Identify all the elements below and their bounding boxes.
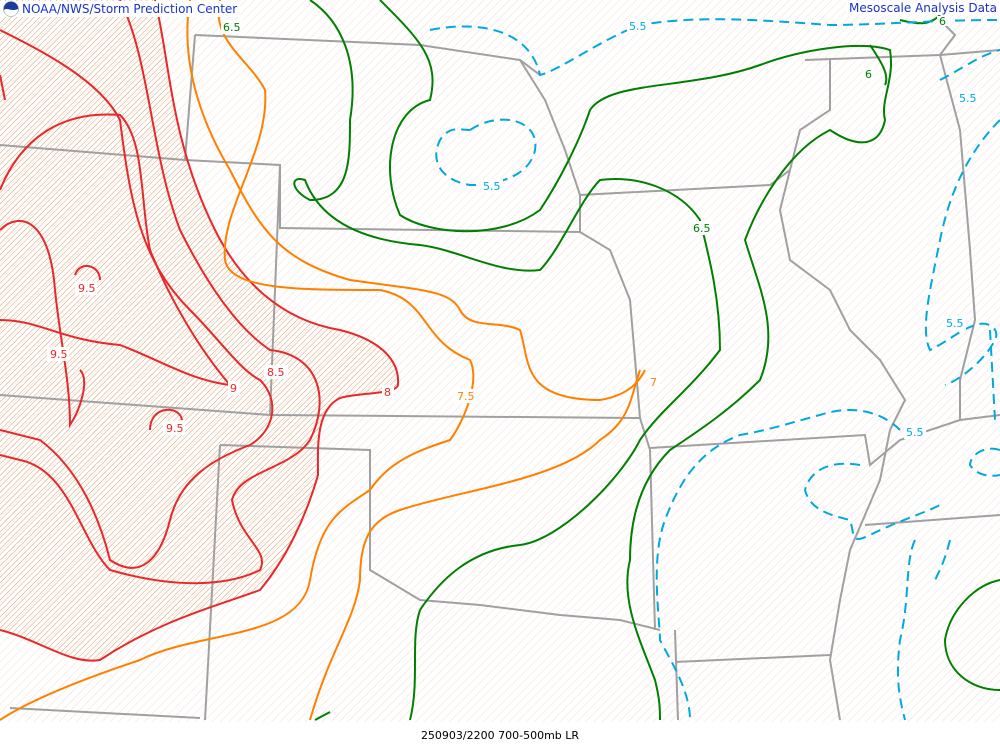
contour-label-red: 9.5 — [166, 422, 184, 435]
state-borders — [0, 19, 1000, 721]
contours-cyan-dashed — [429, 18, 1000, 721]
contours-red — [0, 0, 400, 662]
contour-label-cyan: 5.5 — [946, 317, 964, 330]
contour-label-red: 9.5 — [78, 282, 96, 295]
contour-label-red: 8.5 — [267, 366, 285, 379]
map-caption: 250903/2200 700-500mb LR — [0, 722, 1000, 750]
contour-label-orange: 7 — [650, 376, 657, 389]
contour-label-orange: 7.5 — [457, 390, 475, 403]
header-title: NOAA/NWS/Storm Prediction Center — [22, 2, 238, 16]
noaa-logo-icon — [3, 1, 19, 17]
contour-label-red: 9 — [230, 382, 237, 395]
contour-labels: 9.5 9.5 9.5 9 8.5 8 7.5 7 6.5 6.5 6 6 5.… — [47, 15, 979, 439]
header-subtitle: Mesoscale Analysis Data — [846, 1, 1000, 15]
contour-label-red: 9.5 — [50, 348, 68, 361]
contour-label-cyan: 5.5 — [483, 180, 501, 193]
contour-label-cyan: 5.5 — [906, 426, 924, 439]
header-left: NOAA/NWS/Storm Prediction Center — [0, 1, 241, 17]
contour-label-green: 6 — [865, 68, 872, 81]
contour-label-green: 6.5 — [693, 222, 711, 235]
contour-label-green: 6.5 — [223, 21, 241, 34]
contours-green — [293, 0, 1000, 721]
contour-label-red: 8 — [384, 386, 391, 399]
contour-label-cyan: 5.5 — [629, 20, 647, 33]
shaded-high-lapse-region — [0, 0, 399, 661]
contour-label-green: 6 — [939, 15, 946, 28]
contour-label-cyan: 5.5 — [959, 92, 977, 105]
